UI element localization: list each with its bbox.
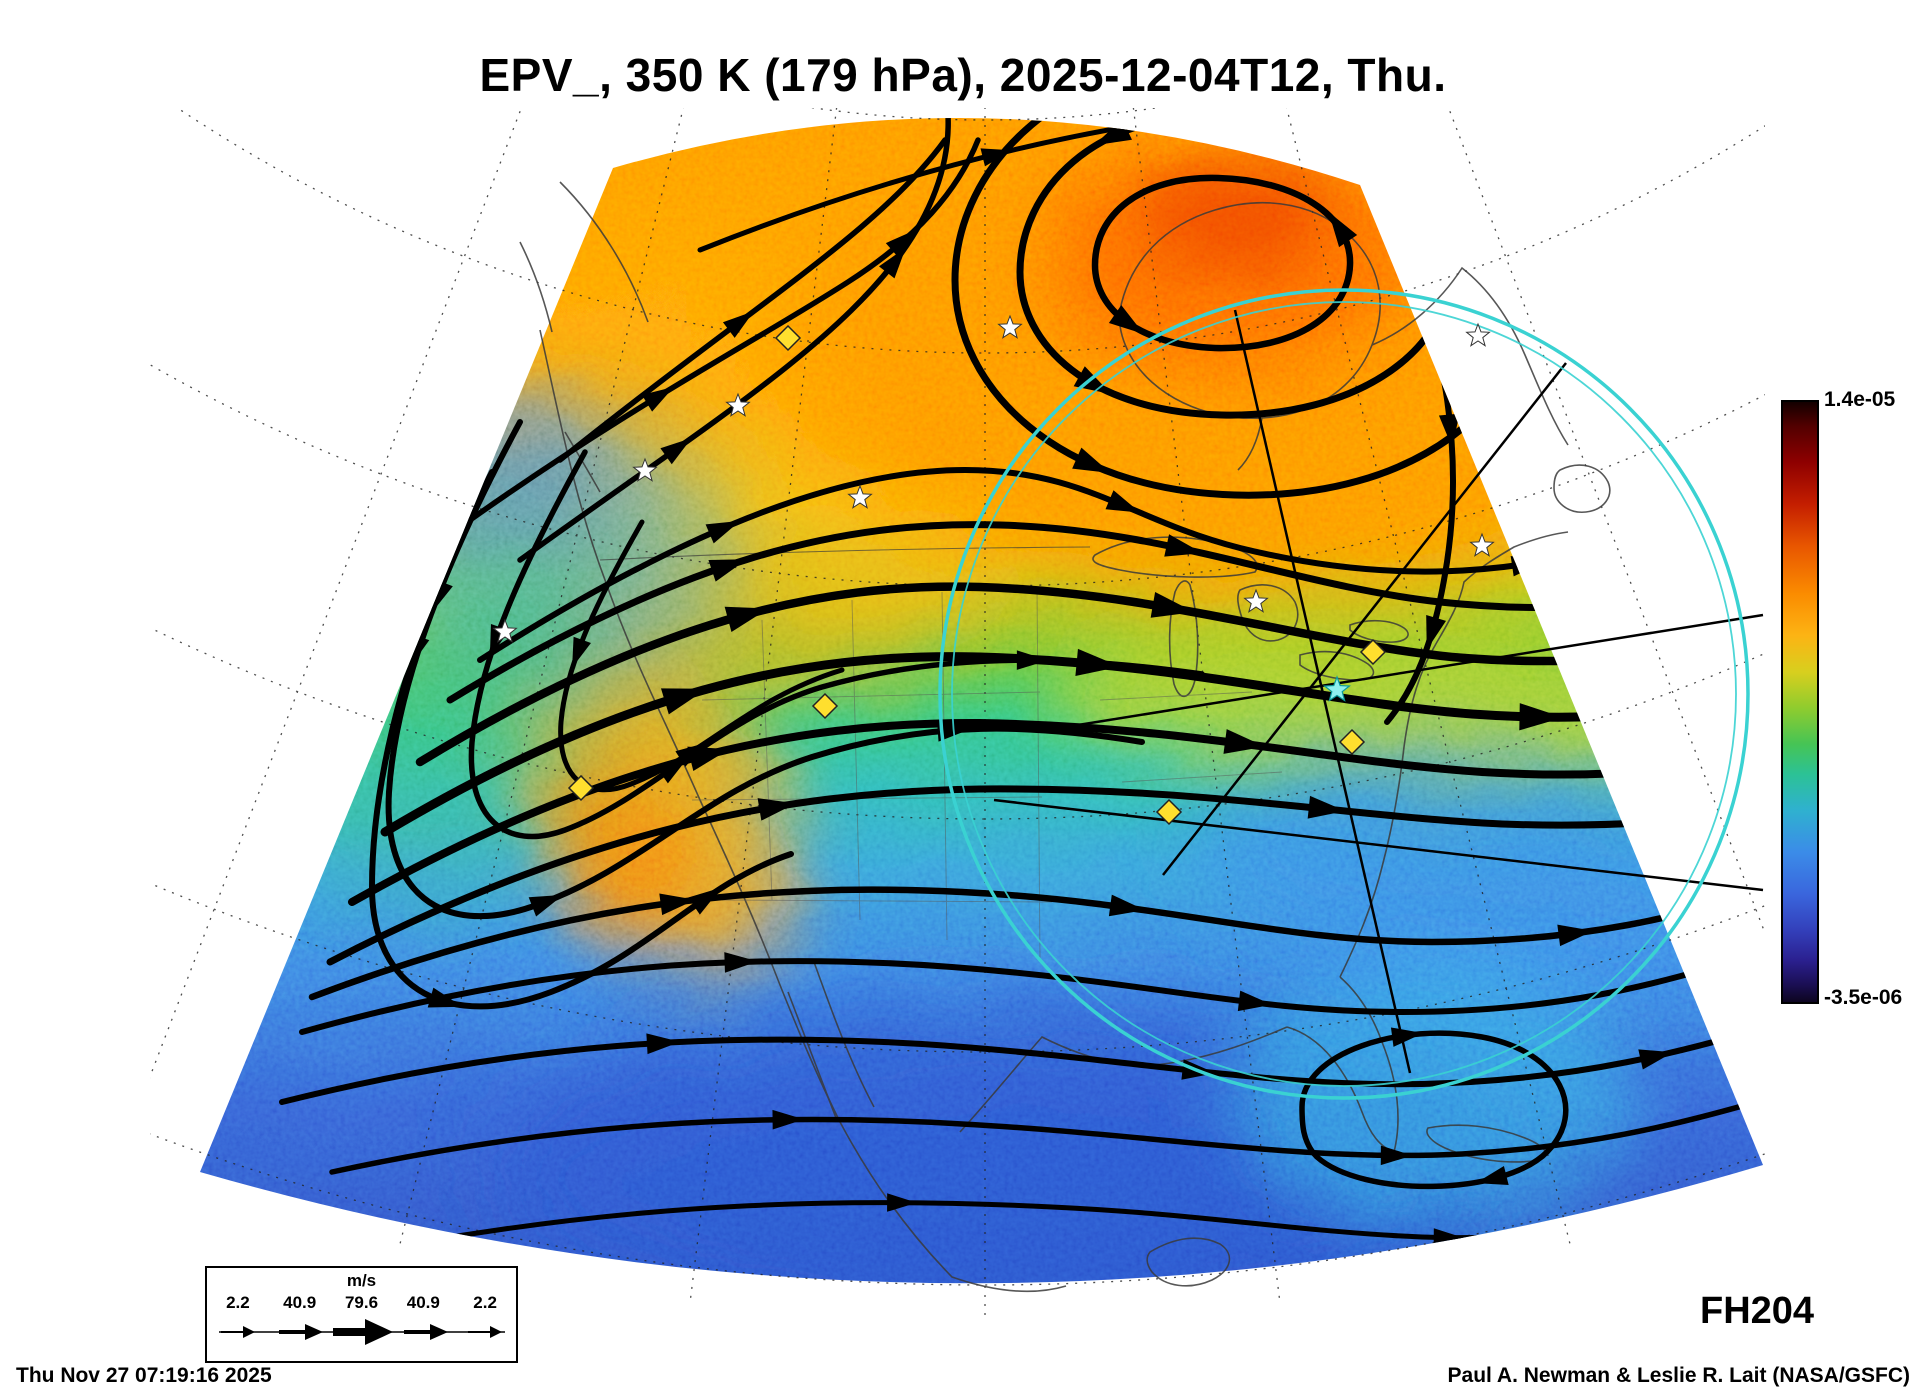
station-markers	[492, 314, 1495, 826]
star-marker	[492, 618, 518, 643]
wind-legend-unit: m/s	[346, 1271, 377, 1290]
star-marker	[1465, 322, 1491, 347]
wind-legend-value: 2.2	[226, 1293, 250, 1312]
wind-legend-value: 79.6	[344, 1293, 379, 1312]
star-marker	[725, 392, 751, 417]
footer-timestamp: Thu Nov 27 07:19:16 2025	[16, 1364, 272, 1387]
diamond-marker	[567, 774, 595, 802]
forecast-hour-label: FH204	[1700, 1290, 1815, 1332]
wind-legend-arrows	[219, 1319, 505, 1345]
diamond-marker	[1155, 798, 1183, 826]
diamond-marker	[811, 692, 839, 720]
wind-legend-values: 2.2 40.9 79.6 40.9 2.2	[207, 1293, 516, 1313]
diamond-marker	[1359, 638, 1387, 666]
wind-legend-value: 2.2	[473, 1293, 497, 1312]
range-circle	[938, 288, 1750, 1100]
colorbar	[1781, 400, 1819, 1004]
wind-speed-legend: m/s 2.2 40.9 79.6 40.9 2.2	[205, 1266, 518, 1363]
colorbar-min-label: -3.5e-06	[1824, 986, 1903, 1009]
footer-credit: Paul A. Newman & Leslie R. Lait (NASA/GS…	[1447, 1364, 1910, 1387]
star-marker	[632, 457, 658, 482]
star-marker	[1469, 532, 1495, 557]
colorbar-max-label: 1.4e-05	[1824, 388, 1896, 411]
diamond-marker	[774, 324, 802, 352]
star-marker	[997, 314, 1023, 339]
page-title: EPV_, 350 K (179 hPa), 2025-12-04T12, Th…	[479, 49, 1447, 101]
diamond-marker	[1338, 728, 1366, 756]
star-marker	[1243, 588, 1269, 613]
wind-legend-value: 40.9	[283, 1293, 317, 1312]
cross-section-lines	[993, 309, 1764, 1074]
star-marker	[847, 484, 873, 509]
circle-center-star-marker	[1322, 675, 1352, 702]
coastlines	[519, 181, 1611, 1293]
wind-legend-value: 40.9	[406, 1293, 440, 1312]
